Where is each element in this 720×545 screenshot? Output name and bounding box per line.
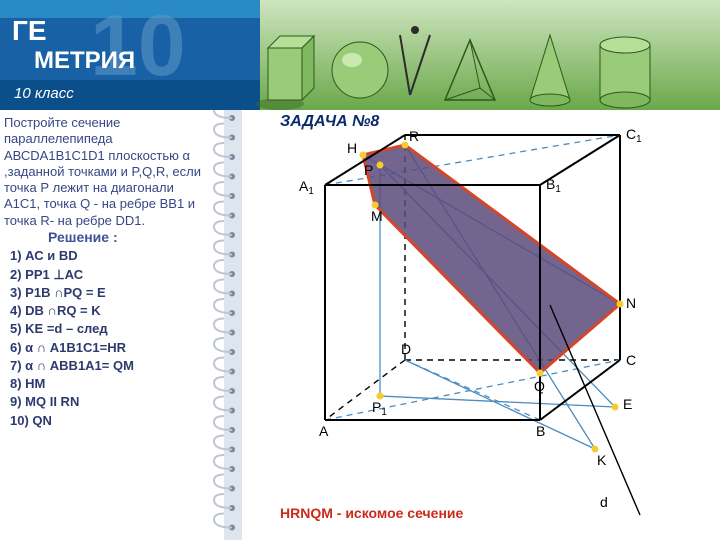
svg-text:МЕТРИЯ: МЕТРИЯ <box>34 47 135 74</box>
banner: 10ГЕМЕТРИЯ10 класс <box>0 0 720 110</box>
svg-text:С1: С1 <box>626 126 642 145</box>
geometry-diagram: А В С D А1 В1 С1 H R P M Q N P1 E Kd <box>260 120 700 520</box>
svg-text:R: R <box>409 128 419 144</box>
step: 3) Р1В ∩РQ = Е <box>10 285 215 301</box>
step: 8) НM <box>10 376 215 392</box>
solution-header: Решение : <box>48 229 215 247</box>
svg-text:N: N <box>626 295 636 311</box>
step: 10) QN <box>10 413 215 429</box>
svg-text:H: H <box>347 140 357 156</box>
svg-text:В: В <box>536 423 545 439</box>
step: 9) MQ II RN <box>10 394 215 410</box>
step: 2) РР1 ⊥АС <box>10 267 215 283</box>
svg-text:d: d <box>600 494 608 510</box>
svg-text:10 класс: 10 класс <box>14 85 74 102</box>
answer-line: HRNQM - искомое сечение <box>280 505 463 521</box>
svg-text:K: K <box>597 452 607 468</box>
svg-text:E: E <box>623 396 632 412</box>
step: 7) α ∩ АВВ1А1= QM <box>10 358 215 374</box>
svg-text:P1: P1 <box>372 399 387 418</box>
svg-text:M: M <box>371 208 383 224</box>
svg-text:P: P <box>364 162 373 178</box>
svg-text:D: D <box>401 341 411 357</box>
step: 5) KЕ =d – след <box>10 321 215 337</box>
svg-text:А1: А1 <box>299 178 314 197</box>
svg-text:С: С <box>626 352 636 368</box>
problem-statement: Постройте сечение параллелепипеда АВСDА1… <box>0 115 215 229</box>
svg-text:А: А <box>319 423 329 439</box>
solution-steps: 1) АС и ВD 2) РР1 ⊥АС 3) Р1В ∩РQ = Е 4) DВ … <box>10 248 215 429</box>
step: 6) α ∩ А1В1С1=HR <box>10 340 215 356</box>
svg-text:ГЕ: ГЕ <box>12 15 47 46</box>
svg-text:Q: Q <box>534 378 545 394</box>
step: 1) АС и ВD <box>10 248 215 264</box>
svg-text:В1: В1 <box>546 176 561 195</box>
step: 4) DВ ∩RQ = K <box>10 303 215 319</box>
problem-panel: Постройте сечение параллелепипеда АВСDА1… <box>0 115 215 431</box>
